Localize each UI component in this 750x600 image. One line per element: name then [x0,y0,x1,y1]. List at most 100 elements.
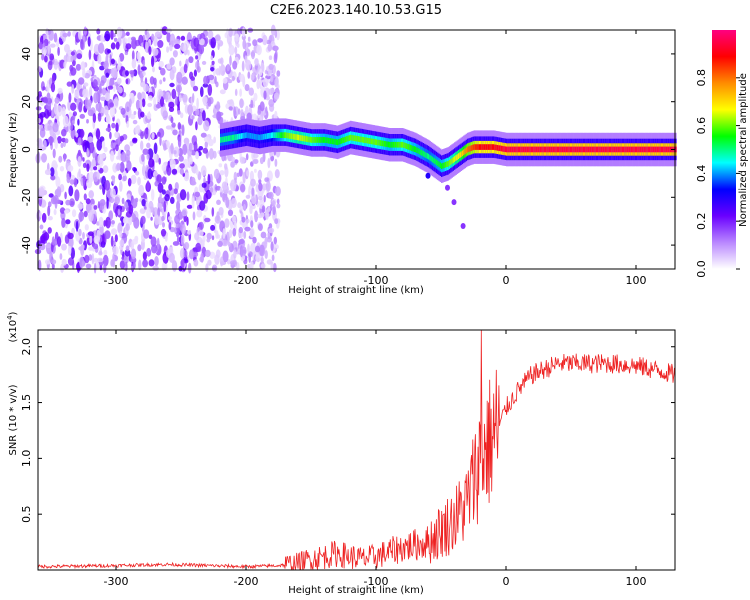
heatmap-noise-cell [210,224,216,231]
y-tick-label: 1.5 [20,394,33,412]
heatmap-noise-cell [186,216,189,226]
heatmap-noise-cell [227,209,234,217]
heatmap-noise-cell [214,254,220,265]
heatmap-noise-cell [120,151,127,163]
heatmap-noise-cell [97,201,101,209]
heatmap-noise-cell [161,176,167,185]
heatmap-ridge-cell [304,135,307,142]
heatmap-ridge-cell [667,146,669,153]
heatmap-ridge-cell [465,147,468,154]
snr-background [38,330,675,570]
heatmap-noise-cell [166,63,172,70]
heatmap-ridge-cell [374,139,377,145]
heatmap-ridge-cell [487,144,490,150]
snr-y-multiplier: (x104) [6,311,19,342]
heatmap-ridge-cell [260,134,262,141]
heatmap-noise-cell [176,231,180,238]
heatmap-noise-cell [154,31,161,38]
heatmap-noise-cell [145,41,148,53]
heatmap-noise-cell [151,55,155,68]
heatmap-ridge-cell [389,141,391,148]
heatmap-noise-cell [180,258,185,268]
heatmap-ridge-cell [318,137,321,143]
heatmap-noise-cell [103,262,107,274]
heatmap-noise-cell [199,200,206,211]
heatmap-ridge-cell [429,154,431,161]
heatmap-noise-cell [142,164,146,177]
heatmap-ridge-cell [422,150,425,157]
heatmap-noise-cell [71,84,75,94]
heatmap-noise-cell [64,44,70,53]
heatmap-noise-cell [259,157,264,165]
heatmap-noise-cell [119,52,125,62]
heatmap-noise-cell [93,92,99,104]
heatmap-noise-cell [114,96,119,107]
heatmap-noise-cell [140,72,144,83]
heatmap-noise-cell [241,246,247,256]
heatmap-ridge-cell [560,146,563,153]
heatmap-ridge-cell [286,132,288,139]
heatmap-ridge-cell [607,146,609,153]
heatmap-ridge-cell [491,144,494,150]
heatmap-noise-cell [162,77,166,82]
heatmap-noise-cell [218,163,223,168]
heatmap-noise-cell [116,155,120,160]
heatmap-ridge-cell [268,133,270,139]
heatmap-noise-cell [188,142,193,152]
heatmap-noise-cell [195,151,200,160]
heatmap-noise-cell [257,223,263,232]
heatmap-ridge-cell [480,144,482,150]
heatmap-noise-cell [191,115,195,120]
heatmap-ridge-cell [246,132,248,138]
heatmap-noise-cell [214,35,221,41]
heatmap-noise-cell [259,101,265,112]
y-tick-label: 0.5 [20,505,33,523]
heatmap-noise-cell [39,224,44,230]
heatmap-ridge-cell [450,159,452,165]
heatmap-noise-cell [182,143,188,156]
heatmap-noise-cell [39,186,45,198]
heatmap-ridge-cell [227,135,230,142]
colorbar-gradient [712,30,736,269]
heatmap-noise-cell [125,101,131,112]
heatmap-noise-cell [94,152,98,164]
heatmap-noise-cell [276,203,281,209]
heatmap-noise-cell [202,110,206,122]
heatmap-noise-cell [144,127,149,140]
heatmap-noise-cell [146,180,150,191]
heatmap-noise-cell [256,79,261,90]
heatmap-ridge-cell [396,141,399,148]
heatmap-noise-cell [57,46,60,57]
heatmap-noise-cell [96,139,103,151]
x-tick-label: -200 [234,575,259,588]
heatmap-noise-cell [44,259,51,265]
heatmap-noise-cell [187,49,190,56]
heatmap-noise-cell [268,55,273,60]
heatmap-noise-cell [234,33,239,39]
heatmap-noise-cell [125,78,129,85]
heatmap-noise-cell [113,84,116,92]
heatmap-noise-cell [154,256,159,267]
heatmap-noise-cell [251,187,255,197]
heatmap-noise-cell [66,176,71,184]
heatmap-ridge-cell [242,133,244,139]
heatmap-ridge-cell [617,146,620,153]
heatmap-noise-cell [98,216,104,228]
heatmap-noise-cell [76,53,83,60]
heatmap-ridge-cell [637,146,639,153]
heatmap-noise-cell [162,222,165,228]
heatmap-noise-cell [216,110,222,122]
heatmap-noise-cell [96,171,100,180]
snr-y-axis-label: SNR (10 * v/v) [8,384,19,455]
heatmap-noise-cell [51,109,54,118]
y-tick-label: 2.0 [20,338,33,356]
heatmap-noise-cell [80,128,84,139]
heatmap-noise-cell [263,90,267,100]
heatmap-noise-cell [165,125,172,130]
heatmap-noise-cell [131,238,138,245]
heatmap-ridge-cell [438,161,440,168]
heatmap-ridge-cell [240,133,243,139]
heatmap-ridge-cell [385,141,387,147]
heatmap-ridge-cell [470,145,473,151]
y-tick-label: 0 [20,146,33,153]
